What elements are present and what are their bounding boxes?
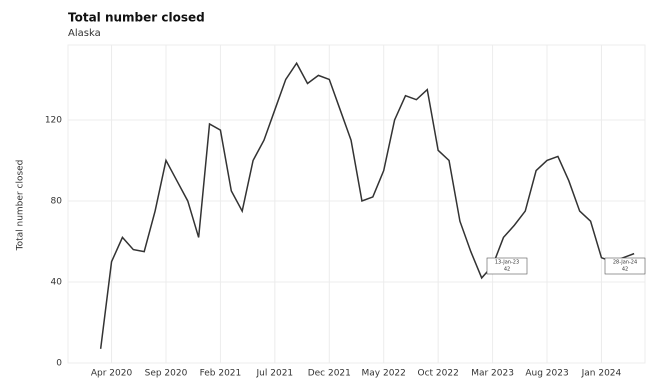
plot-area bbox=[67, 44, 646, 364]
x-tick-label: Mar 2023 bbox=[471, 369, 514, 379]
annotation-text: 42 bbox=[504, 267, 510, 273]
x-tick-label: Oct 2022 bbox=[417, 369, 458, 379]
x-tick-label: Sep 2020 bbox=[145, 369, 188, 379]
data-line bbox=[99, 61, 635, 349]
y-tick-label: 0 bbox=[56, 359, 62, 369]
x-tick-label: Jan 2024 bbox=[581, 369, 622, 379]
x-tick-label: Aug 2023 bbox=[525, 369, 568, 379]
x-tick-label: Dec 2021 bbox=[308, 369, 351, 379]
x-tick-label: Jul 2021 bbox=[256, 369, 294, 379]
x-tick-label: Feb 2021 bbox=[200, 369, 242, 379]
annotation-box bbox=[486, 257, 528, 275]
x-tick-label: Apr 2020 bbox=[91, 369, 133, 379]
y-tick-label: 80 bbox=[51, 196, 63, 206]
annotation-date: 13-Jan-23 bbox=[495, 260, 519, 266]
y-tick-label: 40 bbox=[51, 277, 63, 287]
y-tick-label: 120 bbox=[45, 115, 62, 125]
annotation-date: 28-Jan-24 bbox=[613, 260, 637, 266]
annotation-text: 42 bbox=[622, 267, 628, 273]
chart-subtitle: Alaska bbox=[68, 28, 101, 39]
y-axis-label: Total number closed bbox=[16, 160, 26, 252]
x-tick-label: May 2022 bbox=[362, 369, 406, 379]
chart-title: Total number closed bbox=[68, 11, 205, 25]
annotation-box bbox=[604, 257, 646, 275]
